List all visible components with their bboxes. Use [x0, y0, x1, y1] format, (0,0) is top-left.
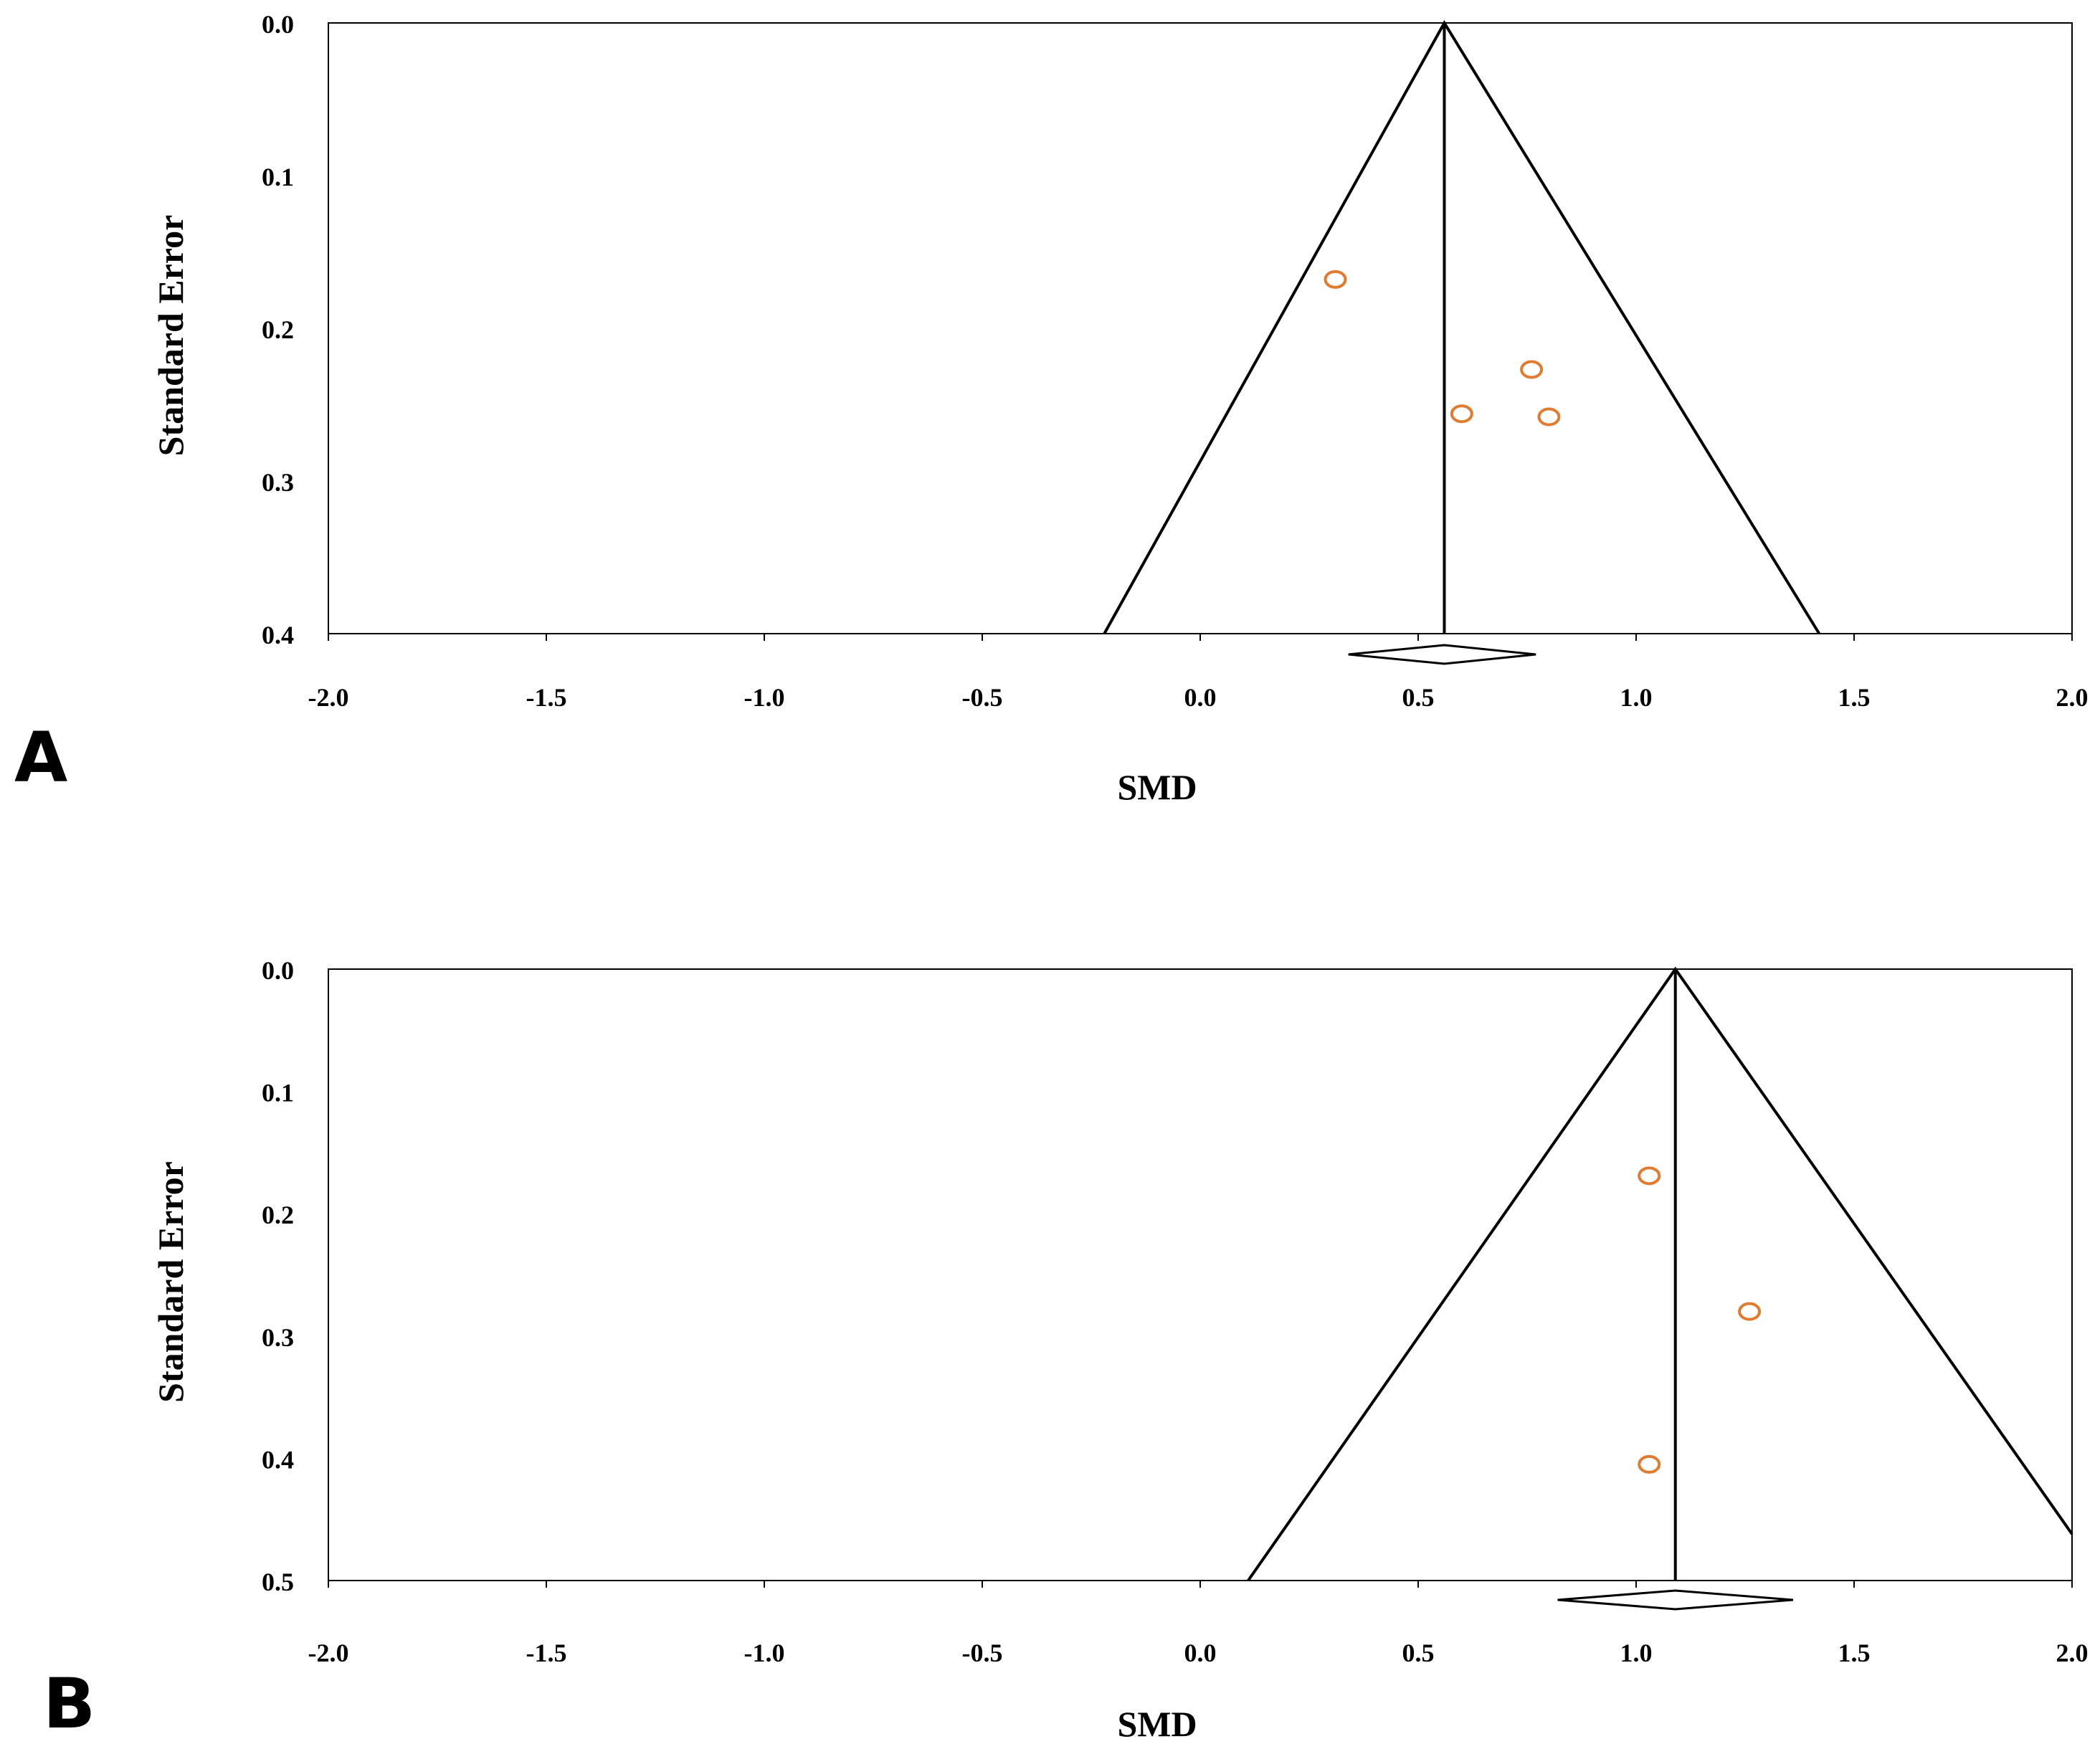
panel-b-x-tick-label: 0.0 — [1184, 1639, 1217, 1667]
panel-b-x-tick-label: -1.0 — [744, 1639, 785, 1667]
panel-b-study-point — [1638, 1166, 1661, 1186]
panel-a-x-tick-label: -1.0 — [744, 683, 785, 712]
panel-b-pooled-diamond — [1557, 1589, 1793, 1611]
panel-a-pooled-diamond — [1348, 644, 1536, 665]
panel-a-study-point — [1520, 360, 1544, 379]
panel-a-x-tick-label: 0.5 — [1402, 683, 1435, 712]
panel-b-y-tick-label: 0.4 — [262, 1445, 294, 1474]
panel-a-x-tick-label: 2.0 — [2056, 683, 2089, 712]
panel-b-y-axis-title: Standard Error — [151, 1161, 191, 1403]
panel-b-y-tick-label: 0.5 — [262, 1568, 294, 1596]
panel-a-study-point — [1537, 407, 1561, 426]
panel-a-study-point — [1450, 404, 1473, 424]
panel-a-y-tick-label: 0.0 — [262, 10, 294, 39]
panel-a-x-tick-label: 1.5 — [1838, 683, 1871, 712]
panel-b-plot-frame — [328, 968, 2073, 1581]
panel-b-funnel-outline — [1247, 966, 2073, 1582]
funnel-plot-panel-a: -2.0 -1.5 -1.0 -0.5 0.0 0.5 1.0 1.5 2.0 0.0 0.1 0.2… — [14, 10, 2089, 807]
panel-b-x-tick-label: -0.5 — [962, 1639, 1003, 1667]
panel-a-x-tick-label: -2.0 — [308, 683, 349, 712]
panel-b-y-tick-label: 0.3 — [262, 1323, 294, 1352]
funnel-plot-panel-b: -2.0 -1.5 -1.0 -0.5 0.0 0.5 1.0 1.5 2.0 0.0 0.1 0.2… — [43, 956, 2089, 1744]
panel-b-x-tick-label: 2.0 — [2056, 1639, 2089, 1667]
panel-b-y-tick-label: 0.0 — [262, 956, 294, 985]
panel-b-y-tick-label: 0.2 — [262, 1201, 294, 1229]
panel-a-y-tick-label: 0.3 — [262, 468, 294, 497]
panel-a-x-tick-label: 0.0 — [1184, 683, 1217, 712]
panel-a-y-tick-label: 0.4 — [262, 621, 294, 649]
panel-b-study-point — [1638, 1454, 1661, 1474]
panel-b-x-tick-label: -2.0 — [308, 1639, 349, 1667]
panel-b-label: B — [43, 1664, 95, 1744]
panel-a-y-tick-label: 0.2 — [262, 315, 294, 344]
panel-a-label: A — [14, 718, 67, 798]
panel-b-x-tick-label: 1.5 — [1838, 1639, 1871, 1667]
panel-a-funnel-outline — [1103, 20, 1821, 635]
panel-a-study-point — [1324, 270, 1347, 289]
panel-b-x-tick-label: 1.0 — [1620, 1639, 1653, 1667]
panel-b-x-tick-label: 0.5 — [1402, 1639, 1435, 1667]
panel-a-x-tick-label: -0.5 — [962, 683, 1003, 712]
panel-a-x-tick-label: -1.5 — [526, 683, 567, 712]
panel-a-x-tick-label: 1.0 — [1620, 683, 1653, 712]
panel-b-x-tick-label: -1.5 — [526, 1639, 567, 1667]
panel-a-plot-frame — [328, 22, 2073, 634]
panel-b-y-tick-label: 0.1 — [262, 1079, 294, 1107]
panel-a-x-axis-title: SMD — [1117, 767, 1197, 807]
panel-a-y-tick-label: 0.1 — [262, 163, 294, 191]
panel-b-study-point — [1738, 1302, 1762, 1321]
panel-b-x-axis-title: SMD — [1117, 1704, 1197, 1744]
panel-a-y-axis-title: Standard Error — [151, 215, 191, 457]
